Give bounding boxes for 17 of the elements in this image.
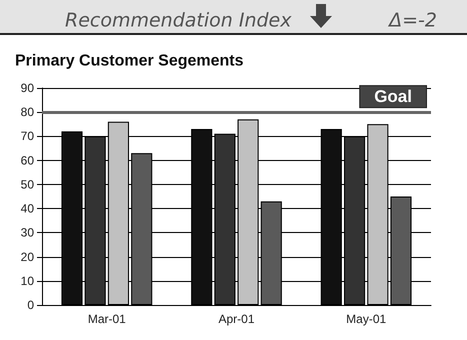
y-tick-label: 90 [20,81,34,95]
y-tick-label: 70 [20,129,34,144]
y-tick-label: 40 [20,202,34,216]
y-tick-label: 80 [20,105,34,120]
y-tick-label: 60 [20,153,34,168]
y-tick-label: 20 [20,250,34,264]
x-tick-label: Apr-01 [218,312,255,326]
chart-title: Recommendation Index [65,10,292,32]
ref-line-label: Goal [374,87,412,106]
y-tick-label: 50 [20,177,34,192]
x-tick-label: Mar-01 [88,312,126,326]
y-tick-label: 10 [20,274,34,288]
y-tick-label: 30 [20,226,34,240]
chart-subtitle: Primary Customer Segements [15,52,244,70]
y-tick-label: 0 [27,298,34,312]
x-tick-label: May-01 [346,312,386,326]
text: Δ=-2 [387,10,438,32]
